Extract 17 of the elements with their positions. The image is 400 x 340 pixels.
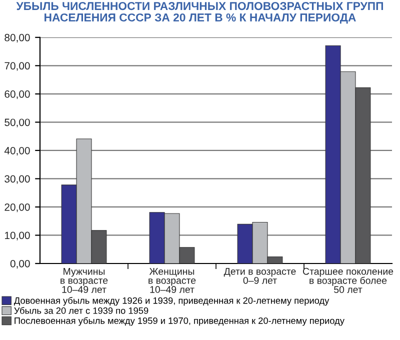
chart-title: УБЫЛЬ ЧИСЛЕННОСТИ РАЗЛИЧНЫХ ПОЛОВОЗРАСТНЫХ ГРУПП НАСЕЛЕНИЯ СССР ЗА 20 ЛЕТ В % К НАЧАЛУ ПЕРИОДА: [16, 2, 383, 24]
y-tick-label: 60,00: [4, 90, 30, 100]
y-tick-label: 80,00: [4, 34, 30, 43]
y-tick-label: 30,00: [4, 175, 30, 184]
x-tick-label: Дети в возрасте 0–9 лет: [224, 268, 296, 284]
legend-label: Послевоенная убыль между 1959 и 1970, приведенная к 20-летнему периоду: [14, 317, 344, 326]
y-tick-label: 0,00: [10, 260, 30, 269]
y-tick-label: 70,00: [4, 62, 30, 71]
legend-label: Довоенная убыль между 1926 и 1939, приведенная к 20-летнему периоду: [14, 297, 330, 306]
x-tick-label: Мужчины в возрасте 10–49 лет: [60, 268, 108, 293]
y-tick-label: 50,00: [4, 118, 30, 128]
x-tick-label: Женщины в возрасте 10–49 лет: [148, 268, 196, 293]
legend-label: Убыль за 20 лет с 1939 по 1959: [14, 307, 148, 314]
x-tick-label: Старшее поколение в возрасте более 50 лет: [302, 268, 394, 294]
y-tick-label: 20,00: [4, 203, 30, 212]
y-tick-label: 40,00: [4, 146, 30, 156]
y-tick-label: 10,00: [5, 232, 30, 240]
